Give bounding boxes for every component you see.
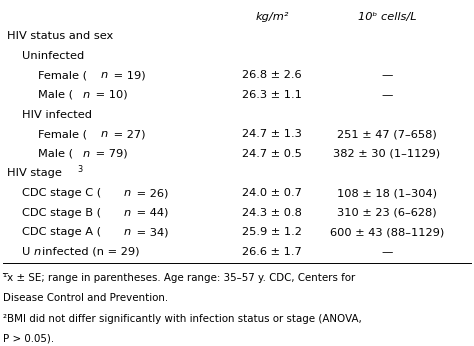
Text: Female (: Female ( — [38, 129, 87, 139]
Text: 24.0 ± 0.7: 24.0 ± 0.7 — [242, 188, 302, 198]
Text: U: U — [22, 247, 31, 257]
Text: HIV stage: HIV stage — [8, 169, 63, 179]
Text: n: n — [100, 70, 108, 80]
Text: —: — — [381, 90, 392, 100]
Text: 26.6 ± 1.7: 26.6 ± 1.7 — [242, 247, 302, 257]
Text: 25.9 ± 1.2: 25.9 ± 1.2 — [242, 227, 302, 237]
Text: CDC stage C (: CDC stage C ( — [22, 188, 102, 198]
Text: n: n — [123, 208, 131, 218]
Text: n: n — [82, 90, 90, 100]
Text: 24.7 ± 0.5: 24.7 ± 0.5 — [242, 149, 302, 159]
Text: 10ᵇ cells/L: 10ᵇ cells/L — [357, 12, 416, 22]
Text: kg/m²: kg/m² — [255, 12, 289, 22]
Text: 382 ± 30 (1–1129): 382 ± 30 (1–1129) — [333, 149, 440, 159]
Text: —: — — [381, 70, 392, 80]
Text: = 34): = 34) — [133, 227, 168, 237]
Text: 310 ± 23 (6–628): 310 ± 23 (6–628) — [337, 208, 437, 218]
Text: 26.8 ± 2.6: 26.8 ± 2.6 — [242, 70, 302, 80]
Text: CDC stage A (: CDC stage A ( — [22, 227, 101, 237]
Text: CDC stage B (: CDC stage B ( — [22, 208, 101, 218]
Text: 251 ± 47 (7–658): 251 ± 47 (7–658) — [337, 129, 437, 139]
Text: Disease Control and Prevention.: Disease Control and Prevention. — [3, 293, 168, 303]
Text: 108 ± 18 (1–304): 108 ± 18 (1–304) — [337, 188, 437, 198]
Text: Male (: Male ( — [38, 149, 73, 159]
Text: infected (n = 29): infected (n = 29) — [42, 247, 140, 257]
Text: n: n — [124, 188, 131, 198]
Text: ²BMI did not differ significantly with infection status or stage (ANOVA,: ²BMI did not differ significantly with i… — [3, 313, 362, 324]
Text: = 44): = 44) — [133, 208, 168, 218]
Text: Uninfected: Uninfected — [22, 51, 85, 61]
Text: —: — — [381, 247, 392, 257]
Text: n: n — [33, 247, 40, 257]
Text: HIV infected: HIV infected — [22, 110, 92, 119]
Text: P > 0.05).: P > 0.05). — [3, 334, 54, 344]
Text: HIV status and sex: HIV status and sex — [8, 31, 114, 41]
Text: 3: 3 — [77, 165, 82, 174]
Text: = 26): = 26) — [133, 188, 168, 198]
Text: 24.7 ± 1.3: 24.7 ± 1.3 — [242, 129, 302, 139]
Text: Male (: Male ( — [38, 90, 73, 100]
Text: = 10): = 10) — [92, 90, 128, 100]
Text: 24.3 ± 0.8: 24.3 ± 0.8 — [242, 208, 302, 218]
Text: Female (: Female ( — [38, 70, 87, 80]
Text: = 19): = 19) — [110, 70, 146, 80]
Text: = 27): = 27) — [110, 129, 146, 139]
Text: ¹̅x ± SE; range in parentheses. Age range: 35–57 y. CDC, Centers for: ¹̅x ± SE; range in parentheses. Age rang… — [3, 273, 355, 283]
Text: = 79): = 79) — [92, 149, 128, 159]
Text: n: n — [82, 149, 90, 159]
Text: n: n — [100, 129, 108, 139]
Text: 26.3 ± 1.1: 26.3 ± 1.1 — [242, 90, 302, 100]
Text: 600 ± 43 (88–1129): 600 ± 43 (88–1129) — [330, 227, 444, 237]
Text: n: n — [123, 227, 131, 237]
